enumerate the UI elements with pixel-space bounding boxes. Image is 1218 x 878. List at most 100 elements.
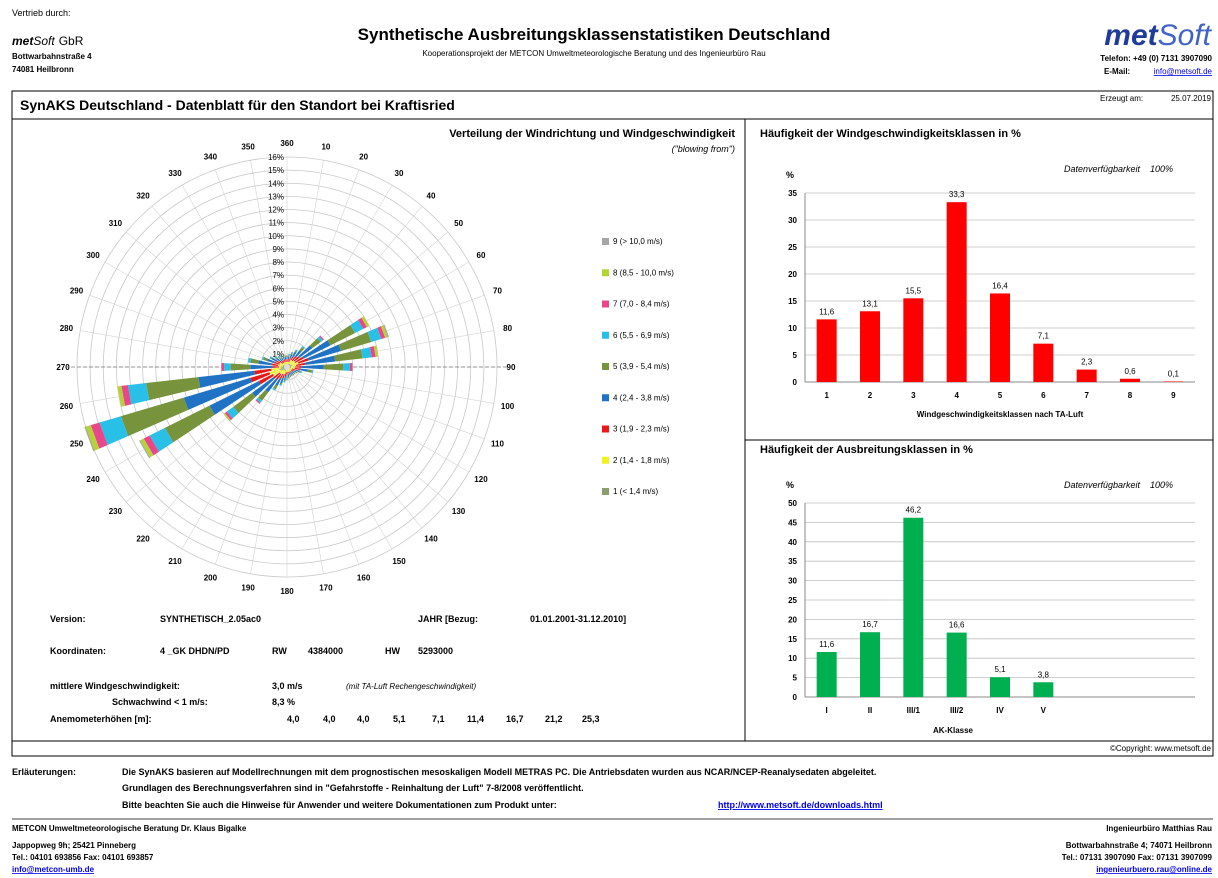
rose-segment xyxy=(281,360,284,364)
legend-label: 1 (< 1,4 m/s) xyxy=(613,487,658,496)
anemometer-height: 25,3 xyxy=(582,714,600,724)
rose-segment xyxy=(295,369,300,373)
rose-segment xyxy=(285,359,287,362)
value-label: 3,8 xyxy=(1038,670,1050,679)
rose-segment xyxy=(283,370,286,375)
rose-segment xyxy=(369,346,376,358)
ring-label: 10% xyxy=(268,232,284,241)
rose-segment xyxy=(146,377,201,401)
rose-segment xyxy=(361,347,372,359)
rose-segment xyxy=(288,377,290,379)
spoke xyxy=(286,366,470,473)
rose-segment xyxy=(300,371,303,374)
doc-subtitle: Kooperationsprojekt der METCON Umweltmet… xyxy=(422,49,765,58)
direction-label: 360 xyxy=(280,139,294,148)
ring-label: 15% xyxy=(268,166,284,175)
y-tick-label: 20 xyxy=(788,270,797,279)
footer-left-email[interactable]: info@metcon-umb.de xyxy=(12,865,95,874)
rose-segment xyxy=(286,359,288,362)
chart-title: Häufigkeit der Ausbreitungsklassen in % xyxy=(760,444,973,456)
notes-label: Erläuterungen: xyxy=(12,767,76,777)
rose-segment xyxy=(279,366,284,368)
rose-segment xyxy=(139,440,151,459)
ring-label: 1% xyxy=(272,350,284,359)
rose-segment xyxy=(284,372,287,377)
rose-segment xyxy=(284,355,286,357)
rose-segment xyxy=(295,349,298,352)
footer-left: Jappopweg 9h; 25421 Pinneberg xyxy=(12,841,136,850)
rose-segment xyxy=(286,374,288,378)
rose-segment xyxy=(85,425,100,451)
rose-segment xyxy=(294,350,298,353)
anemometer-height: 21,2 xyxy=(545,714,563,724)
rose-segment xyxy=(273,372,281,379)
legend-swatch xyxy=(602,456,609,464)
rose-segment xyxy=(140,438,154,458)
spoke xyxy=(286,366,324,574)
rose-segment xyxy=(289,368,292,370)
rose-segment xyxy=(307,344,342,361)
rose-segment xyxy=(265,378,278,393)
ring-label: 12% xyxy=(268,206,284,215)
rose-segment xyxy=(143,435,159,456)
rose-segment xyxy=(282,356,285,360)
rose-segment xyxy=(287,369,290,373)
direction-label: 110 xyxy=(491,440,504,449)
rose-segment xyxy=(295,371,298,374)
email[interactable]: info@metsoft.de xyxy=(1154,67,1213,76)
rose-subtitle: ("blowing from") xyxy=(672,144,735,154)
rose-segment xyxy=(283,381,286,383)
value-label: 16,6 xyxy=(949,621,965,630)
ring-label: 9% xyxy=(272,245,284,254)
hw-label: HW xyxy=(385,646,400,656)
y-tick-label: 0 xyxy=(793,693,798,702)
brand-a: met xyxy=(12,34,34,48)
rose-segment xyxy=(271,363,279,366)
rose-segment xyxy=(291,368,296,371)
rose-segment xyxy=(304,355,336,365)
rose-segment xyxy=(286,369,288,373)
spoke xyxy=(125,231,288,368)
legend-label: 9 (> 10,0 m/s) xyxy=(613,237,663,246)
rose-segment xyxy=(275,377,282,386)
anemometer-height: 5,1 xyxy=(393,714,406,724)
rose-segment xyxy=(302,340,331,359)
y-tick-label: 30 xyxy=(788,577,797,586)
value-label: 7,1 xyxy=(1038,332,1050,341)
rose-segment xyxy=(285,361,287,365)
ring-label: 14% xyxy=(268,179,284,188)
rose-segment xyxy=(276,373,282,380)
rose-segment xyxy=(289,372,293,376)
spoke xyxy=(151,205,288,368)
spoke xyxy=(250,160,288,368)
rose-segment xyxy=(290,356,294,361)
rose-segment xyxy=(380,325,388,338)
rose-segment xyxy=(294,367,301,371)
rose-segment xyxy=(254,368,272,375)
x-tick-label: 9 xyxy=(1171,391,1176,400)
rose-segment xyxy=(292,373,295,376)
rose-segment xyxy=(282,370,286,375)
rose-segment xyxy=(350,319,364,334)
direction-label: 40 xyxy=(427,191,436,200)
rose-segment xyxy=(287,361,289,365)
street: Bottwarbahnstraße 4 xyxy=(12,52,92,61)
legend-swatch xyxy=(602,300,609,308)
rose-segment xyxy=(287,369,289,373)
downloads-link[interactable]: http://www.metsoft.de/downloads.html xyxy=(718,800,883,810)
rose-segment xyxy=(289,360,295,365)
x-tick-label: 8 xyxy=(1128,391,1133,400)
rose-segment xyxy=(288,353,291,356)
y-tick-label: 50 xyxy=(788,499,797,508)
rose-segment xyxy=(274,356,277,359)
rose-segment xyxy=(266,358,275,364)
rose-segment xyxy=(289,371,291,373)
x-tick-label: IV xyxy=(996,706,1004,715)
rose-segment xyxy=(294,350,302,358)
anemometer-height: 4,0 xyxy=(287,714,300,724)
value-label: 13,1 xyxy=(862,299,878,308)
availability: 100% xyxy=(1150,480,1173,490)
footer-right-email[interactable]: ingenieurbuero.rau@online.de xyxy=(1096,865,1212,874)
rose-segment xyxy=(280,356,283,359)
rose-segment xyxy=(280,369,285,375)
